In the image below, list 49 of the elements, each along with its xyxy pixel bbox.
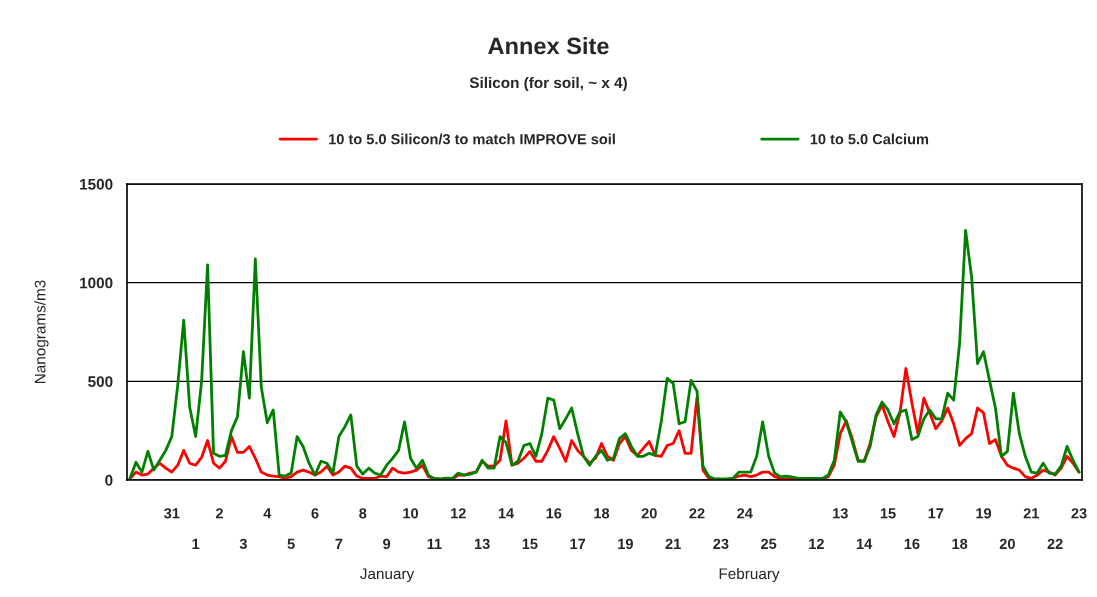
x-tick-label: 24 xyxy=(737,508,753,519)
x-tick-label: 16 xyxy=(546,508,562,519)
y-tick-label: 0 xyxy=(105,474,113,486)
x-tick-label: 22 xyxy=(689,508,705,519)
x-tick-label: 18 xyxy=(952,538,968,550)
x-tick-label: 23 xyxy=(713,538,729,550)
x-tick-label: 19 xyxy=(976,508,992,519)
x-tick-label: 18 xyxy=(594,508,610,519)
x-tick-label: 17 xyxy=(928,508,944,519)
x-tick-label: 20 xyxy=(999,538,1015,550)
x-tick-label: 8 xyxy=(359,508,367,519)
x-tick-label: 20 xyxy=(641,508,657,519)
x-tick-label: 7 xyxy=(335,538,343,549)
legend-label: 10 to 5.0 Calcium xyxy=(810,133,929,145)
y-tick-label: 1500 xyxy=(80,178,113,190)
x-tick-label: 4 xyxy=(263,508,272,519)
x-tick-label: 15 xyxy=(522,538,538,550)
x-tick-label: 22 xyxy=(1047,538,1063,549)
legend-label: 10 to 5.0 Silicon/3 to match IMPROVE soil xyxy=(329,133,615,145)
x-tick-label: 1 xyxy=(192,538,200,549)
y-axis-title: Nanograms/m3 xyxy=(34,280,49,383)
x-tick-label: 21 xyxy=(665,538,681,549)
x-tick-label: 5 xyxy=(287,538,295,550)
y-tick-label: 1000 xyxy=(80,277,113,289)
x-tick-label: 25 xyxy=(761,538,777,550)
x-tick-label: 12 xyxy=(809,538,824,549)
x-tick-label: 2 xyxy=(215,508,223,519)
text: January xyxy=(360,568,415,583)
x-tick-label: 3 xyxy=(239,538,247,550)
y-tick-label: 500 xyxy=(88,376,113,388)
chart-subtitle: Silicon (for soil, ~ x 4) xyxy=(469,76,627,92)
x-tick-label: 19 xyxy=(618,538,633,550)
x-tick-label: 10 xyxy=(403,508,419,519)
x-tick-label: 11 xyxy=(427,538,442,549)
x-tick-label: 13 xyxy=(474,538,490,550)
x-tick-label: 31 xyxy=(163,508,180,519)
text: February xyxy=(719,567,780,583)
x-tick-label: 21 xyxy=(1023,508,1039,519)
x-tick-label: 12 xyxy=(451,508,466,519)
x-tick-label: 15 xyxy=(880,508,896,519)
x-tick-label: 14 xyxy=(856,538,873,549)
x-tick-label: 6 xyxy=(311,508,319,519)
chart-title: Annex Site xyxy=(488,37,609,55)
x-tick-label: 13 xyxy=(833,508,848,519)
x-tick-label: 9 xyxy=(383,538,391,550)
x-tick-label: 16 xyxy=(904,538,920,550)
x-tick-label: 14 xyxy=(498,508,515,519)
x-tick-label: 17 xyxy=(570,538,586,549)
x-tick-label: 23 xyxy=(1071,508,1087,519)
